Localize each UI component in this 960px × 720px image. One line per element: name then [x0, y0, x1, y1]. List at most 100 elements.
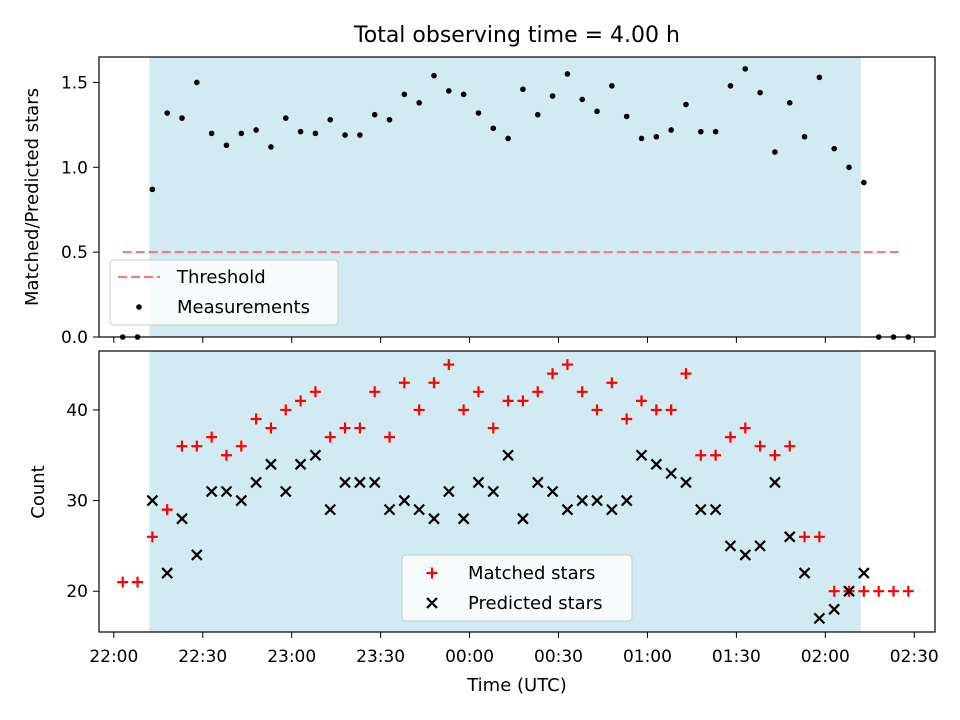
- matched-star-point: [724, 431, 736, 443]
- predicted-star-point: [576, 494, 588, 507]
- matched-star-point: [132, 576, 144, 588]
- predicted-star-point: [650, 458, 663, 471]
- predicted-star-point: [472, 476, 485, 489]
- matched-star-point: [561, 359, 573, 371]
- predicted-star-point: [205, 485, 218, 498]
- measurement-point: [609, 83, 615, 89]
- measurement-point: [342, 132, 348, 138]
- predicted-star-point: [324, 503, 337, 516]
- predicted-star-point: [665, 467, 677, 480]
- matched-star-point: [458, 404, 470, 416]
- measurement-point: [357, 132, 363, 138]
- measurement-point: [386, 116, 393, 123]
- predicted-star-point: [339, 476, 351, 489]
- measurement-point: [579, 96, 586, 103]
- predicted-star-point: [354, 476, 366, 489]
- y-tick-label: 1.5: [61, 73, 88, 93]
- measurement-point: [846, 164, 852, 171]
- measurement-point: [208, 130, 215, 137]
- x-tick-label: 02:30: [890, 647, 939, 667]
- measurement-point: [194, 79, 200, 86]
- measurement-point: [772, 149, 778, 155]
- matched-star-point: [502, 395, 514, 407]
- measurement-point: [757, 89, 763, 96]
- predicted-star-point: [161, 567, 173, 579]
- matched-star-point: [369, 386, 381, 398]
- matched-star-point: [873, 585, 885, 597]
- matched-star-point: [146, 531, 158, 543]
- predicted-star-point: [294, 458, 307, 471]
- matched-star-point: [428, 377, 440, 389]
- predicted-star-point: [798, 567, 811, 579]
- predicted-star-point: [265, 458, 277, 471]
- top-axes-frame: [98, 56, 936, 338]
- measurement-point: [327, 116, 334, 123]
- predicted-star-point: [457, 512, 470, 525]
- bottom-y-axis-label: Count: [28, 465, 49, 518]
- x-tick-label: 01:00: [623, 647, 672, 667]
- measurement-point: [816, 74, 823, 81]
- x-tick-label: 22:30: [178, 647, 227, 667]
- predicted-star-point: [828, 603, 840, 616]
- matched-star-point: [828, 585, 840, 597]
- measurement-point: [149, 186, 156, 193]
- predicted-star-point: [502, 449, 514, 462]
- predicted-star-point: [591, 494, 603, 507]
- measurement-point: [683, 101, 689, 108]
- predicted-star-point: [769, 476, 781, 489]
- measurement-point: [282, 115, 289, 121]
- predicted-star-point: [561, 503, 574, 516]
- matched-star-point: [265, 422, 277, 434]
- predicted-star-point: [250, 476, 262, 489]
- measurement-point: [431, 72, 437, 79]
- matched-star-point: [813, 531, 825, 543]
- predicted-star-point: [783, 531, 796, 543]
- top-measurement-points: [119, 66, 912, 340]
- matched-star-point: [443, 359, 455, 371]
- predicted-star-point: [739, 549, 752, 561]
- y-tick-label: 0.5: [61, 243, 88, 263]
- measurement-point: [223, 142, 230, 149]
- measurement-point: [653, 133, 660, 140]
- predicted-star-point: [709, 503, 722, 516]
- legend-predicted-swatch: [426, 597, 438, 609]
- matched-star-point: [784, 440, 796, 452]
- matched-star-point: [398, 377, 410, 389]
- measurement-point: [490, 125, 497, 132]
- measurement-point: [416, 100, 422, 106]
- predicted-star-point: [487, 485, 500, 498]
- predicted-star-point: [724, 540, 737, 552]
- legend-predicted-label: Predicted stars: [468, 593, 602, 614]
- measurement-point: [268, 144, 274, 150]
- predicted-star-point: [191, 549, 203, 561]
- matched-star-point: [235, 440, 247, 452]
- x-tick-label: 01:30: [712, 647, 761, 667]
- predicted-star-point: [635, 449, 648, 462]
- measurement-point: [594, 108, 600, 115]
- matched-star-point: [517, 395, 529, 407]
- predicted-star-point: [398, 494, 411, 507]
- measurement-point: [253, 127, 259, 133]
- measurement-point: [238, 130, 245, 137]
- matched-star-point: [547, 368, 559, 380]
- measurement-point: [179, 115, 185, 121]
- legend-threshold-label: Threshold: [176, 267, 266, 288]
- matched-star-point: [739, 422, 751, 434]
- measurement-point: [446, 88, 452, 94]
- legend-measurements-label: Measurements: [177, 297, 310, 318]
- predicted-star-point: [235, 494, 248, 507]
- y-tick-label: 20: [66, 582, 88, 602]
- predicted-star-point: [531, 476, 544, 489]
- matched-star-point: [384, 431, 396, 443]
- matched-star-point: [665, 404, 677, 416]
- measurement-point: [698, 128, 704, 135]
- top-legend: Threshold Measurements: [109, 259, 339, 326]
- measurement-point: [668, 127, 674, 133]
- bottom-legend: Matched stars Predicted stars: [401, 554, 633, 622]
- matched-star-point: [695, 449, 707, 461]
- legend-box: [109, 259, 339, 326]
- predicted-star-point: [368, 476, 381, 489]
- matched-star-point: [472, 386, 484, 398]
- x-tick-label: 02:00: [801, 647, 850, 667]
- measurement-point: [549, 93, 556, 99]
